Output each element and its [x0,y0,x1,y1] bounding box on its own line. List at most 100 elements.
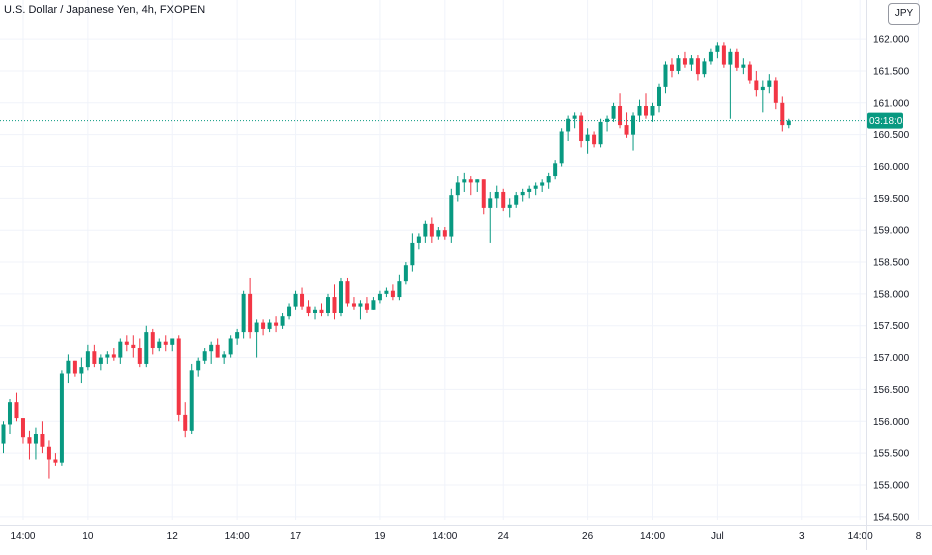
candle-body[interactable] [656,86,661,106]
candle-body[interactable] [611,105,616,119]
candle-body[interactable] [462,179,467,183]
candle-body[interactable] [183,414,188,431]
candle-body[interactable] [111,354,116,358]
candle-body[interactable] [338,281,343,313]
candle-body[interactable] [767,80,772,87]
candle-body[interactable] [150,332,155,349]
candle-body[interactable] [624,125,629,135]
candle-body[interactable] [98,357,103,364]
candle-body[interactable] [222,354,227,358]
candle-body[interactable] [332,297,337,313]
candle-body[interactable] [196,360,201,371]
candle-body[interactable] [773,80,778,103]
candle-body[interactable] [592,134,597,145]
candle-body[interactable] [27,437,32,444]
currency-button[interactable]: JPY [888,3,920,25]
candle-body[interactable] [358,303,363,307]
candle-body[interactable] [7,402,12,425]
candle-body[interactable] [14,402,19,419]
candle-body[interactable] [248,293,253,333]
candle-body[interactable] [475,179,480,183]
candle-body[interactable] [144,332,149,364]
candle-body[interactable] [728,51,733,65]
candle-body[interactable] [274,322,279,326]
candle-body[interactable] [105,354,110,358]
candle-body[interactable] [280,316,285,326]
candle-body[interactable] [20,418,25,438]
candle-body[interactable] [46,446,51,460]
candle-body[interactable] [33,434,38,444]
candle-body[interactable] [494,191,499,199]
candle-body[interactable] [559,131,564,164]
candle-body[interactable] [397,281,402,298]
candle-body[interactable] [189,370,194,431]
candle-body[interactable] [319,309,324,313]
candle-body[interactable] [689,58,694,65]
candle-body[interactable] [300,293,305,307]
candle-body[interactable] [585,134,590,142]
candle-body[interactable] [708,51,713,62]
candle-body[interactable] [390,290,395,298]
candle-body[interactable] [669,64,674,71]
candle-body[interactable] [92,351,97,364]
candle-body[interactable] [436,230,441,237]
candle-body[interactable] [579,115,584,142]
candle-body[interactable] [455,182,460,196]
candle-body[interactable] [663,64,668,87]
candle-body[interactable] [618,105,623,126]
candle-body[interactable] [241,293,246,333]
candle-body[interactable] [313,309,318,313]
candle-body[interactable] [157,341,162,349]
candle-body[interactable] [254,322,259,333]
candle-body[interactable] [598,121,603,145]
candle-body[interactable] [306,306,311,313]
candle-body[interactable] [163,341,168,345]
candle-body[interactable] [351,303,356,307]
candle-body[interactable] [741,64,746,68]
candle-body[interactable] [546,176,551,183]
candle-body[interactable] [59,373,64,463]
candle-body[interactable] [514,195,519,205]
candle-body[interactable] [553,163,558,177]
candle-body[interactable] [377,293,382,301]
candle-body[interactable] [572,115,577,119]
candle-body[interactable] [760,86,765,91]
candle-body[interactable] [170,338,175,345]
candle-body[interactable] [364,303,369,310]
candle-body[interactable] [202,351,207,361]
candle-body[interactable] [228,338,233,355]
candle-body[interactable] [780,102,785,126]
candle-body[interactable] [520,191,525,196]
candle-body[interactable] [215,344,220,358]
candle-body[interactable] [442,230,447,237]
candle-body[interactable] [287,306,292,317]
candle-body[interactable] [682,58,687,65]
candle-body[interactable] [410,242,415,266]
candle-body[interactable] [488,198,493,208]
candle-body[interactable] [786,120,791,126]
candle-body[interactable] [345,281,350,304]
candle-body[interactable] [85,351,90,368]
candle-body[interactable] [423,223,428,237]
candle-body[interactable] [747,64,752,81]
candle-body[interactable] [507,204,512,208]
candle-body[interactable] [605,118,610,122]
candle-body[interactable] [429,223,434,237]
candle-body[interactable] [137,348,142,364]
candle-body[interactable] [449,195,454,237]
candle-body[interactable] [403,265,408,282]
candle-body[interactable] [481,179,486,208]
candle-body[interactable] [754,80,759,91]
candle-body[interactable] [501,191,506,208]
candle-body[interactable] [715,45,720,52]
candle-body[interactable] [267,322,272,329]
candle-body[interactable] [1,424,6,444]
candle-body[interactable] [124,341,129,345]
candle-body[interactable] [66,360,71,374]
candle-body[interactable] [326,297,330,313]
candle-body[interactable] [721,45,726,65]
candle-body[interactable] [676,58,681,71]
candle-body[interactable] [468,179,473,183]
